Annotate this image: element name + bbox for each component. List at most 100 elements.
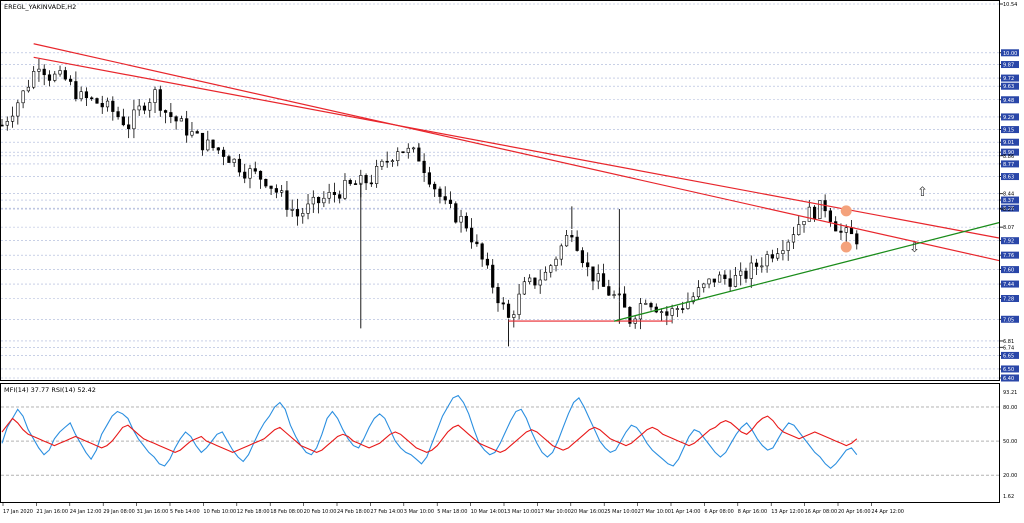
- price-tick-label: 6.81: [1003, 339, 1014, 345]
- price-tick-label: 9.87: [1003, 63, 1014, 69]
- time-tick-label: 21 Jan 16:00: [36, 509, 68, 515]
- price-tick-label: 7.60: [1003, 268, 1014, 274]
- price-label-background: [1001, 266, 1019, 274]
- indicator-tick-label: 93.21: [1003, 390, 1017, 396]
- candle-body: [137, 105, 141, 111]
- candle-body: [0, 124, 4, 127]
- indicator-grid: [1, 406, 999, 476]
- price-tick-label: 7.44: [1003, 282, 1014, 288]
- candle-body: [723, 274, 727, 279]
- price-tick-label: 9.48: [1003, 98, 1014, 104]
- candle-body: [253, 168, 257, 172]
- candle-body: [564, 235, 569, 247]
- price-tick-label: 8.44: [1003, 192, 1014, 198]
- candle-body: [744, 270, 748, 279]
- candle-body: [84, 91, 89, 99]
- price-tick-label: 8.86: [1003, 154, 1014, 160]
- mfi-series-line: [1, 394, 858, 470]
- time-tick-label: 8 Apr 16:00: [738, 509, 767, 515]
- candle-body: [665, 311, 669, 316]
- price-label-background: [1001, 237, 1019, 245]
- price-tick-label: 6.40: [1003, 376, 1014, 382]
- price-label-background: [1001, 61, 1019, 69]
- candle-body: [733, 275, 738, 287]
- candle-body: [16, 102, 20, 117]
- candle-body: [42, 68, 46, 76]
- candle-body: [26, 86, 30, 92]
- candle-body: [227, 156, 231, 163]
- price-tick-label: 10.54: [1003, 2, 1017, 8]
- candle-body: [612, 294, 616, 296]
- candle-body: [390, 160, 395, 163]
- candle-body: [839, 230, 843, 233]
- candle-body: [459, 215, 463, 223]
- candle-body: [222, 149, 226, 157]
- time-tick-label: 6 Apr 08:00: [704, 509, 733, 515]
- candle-body: [638, 303, 643, 320]
- signal-marker: [840, 241, 852, 253]
- candle-body: [322, 197, 326, 204]
- candle-body: [90, 97, 94, 100]
- time-tick-label: 29 Jan 08:00: [103, 509, 135, 515]
- price-label-background: [1001, 126, 1019, 134]
- price-tick-label: 10.00: [1003, 51, 1017, 57]
- price-tick-label: 9.01: [1003, 140, 1014, 146]
- candle-body: [369, 182, 373, 185]
- time-tick-label: 17 Mar 10:00: [537, 509, 570, 515]
- candle-body: [301, 213, 305, 217]
- candle-body: [406, 147, 410, 153]
- candle-body: [306, 203, 310, 214]
- time-tick-label: 13 Apr 12:00: [771, 509, 804, 515]
- candle-body: [580, 250, 585, 264]
- candle-body: [781, 250, 785, 254]
- candle-body: [575, 236, 579, 251]
- price-label-background: [1001, 49, 1019, 57]
- candle-body: [776, 253, 780, 259]
- trend-lines[interactable]: [33, 43, 1000, 322]
- price-tick-label: 8.63: [1003, 175, 1014, 181]
- price-label-background: [1001, 138, 1019, 146]
- candle-body: [491, 264, 495, 288]
- price-tick-label: 9.63: [1003, 84, 1014, 90]
- candle-body: [127, 124, 131, 130]
- price-tick-label: 8.77: [1003, 162, 1014, 168]
- candle-body: [649, 303, 653, 308]
- candle-body: [411, 147, 416, 150]
- candle-body: [111, 100, 115, 112]
- green-trendline: [613, 221, 1000, 322]
- candle-body: [791, 234, 796, 243]
- candle-body: [158, 89, 162, 111]
- rsi-series-line: [1, 415, 858, 454]
- candle-body: [707, 278, 711, 285]
- price-tick-label: 8.37: [1003, 198, 1014, 204]
- candle-body: [274, 188, 278, 193]
- red-trendline: [33, 43, 1000, 262]
- candle-body: [116, 111, 120, 118]
- candle-body: [163, 110, 168, 113]
- candle-body: [100, 102, 104, 108]
- candle-body: [148, 102, 152, 111]
- candle-body: [559, 245, 563, 260]
- price-label-background: [1001, 295, 1019, 303]
- candle-body: [375, 166, 379, 184]
- candle-body: [280, 190, 284, 193]
- candle-body: [248, 168, 252, 179]
- time-tick-label: 27 Mar 10:00: [638, 509, 671, 515]
- candle-body: [179, 118, 184, 122]
- candle-body: [438, 188, 442, 197]
- candle-body: [364, 175, 368, 184]
- candle-body: [496, 287, 500, 304]
- time-tick-label: 25 Mar 10:00: [604, 509, 637, 515]
- candle-body: [506, 303, 511, 318]
- candle-body: [538, 279, 542, 286]
- time-tick-label: 16 Apr 08:00: [805, 509, 838, 515]
- candle-body: [79, 91, 83, 100]
- candle-body: [385, 160, 389, 163]
- candle-body: [828, 210, 833, 222]
- candle-body: [485, 258, 490, 266]
- candle-body: [786, 241, 790, 251]
- candle-body: [327, 192, 331, 199]
- candle-body: [290, 209, 294, 211]
